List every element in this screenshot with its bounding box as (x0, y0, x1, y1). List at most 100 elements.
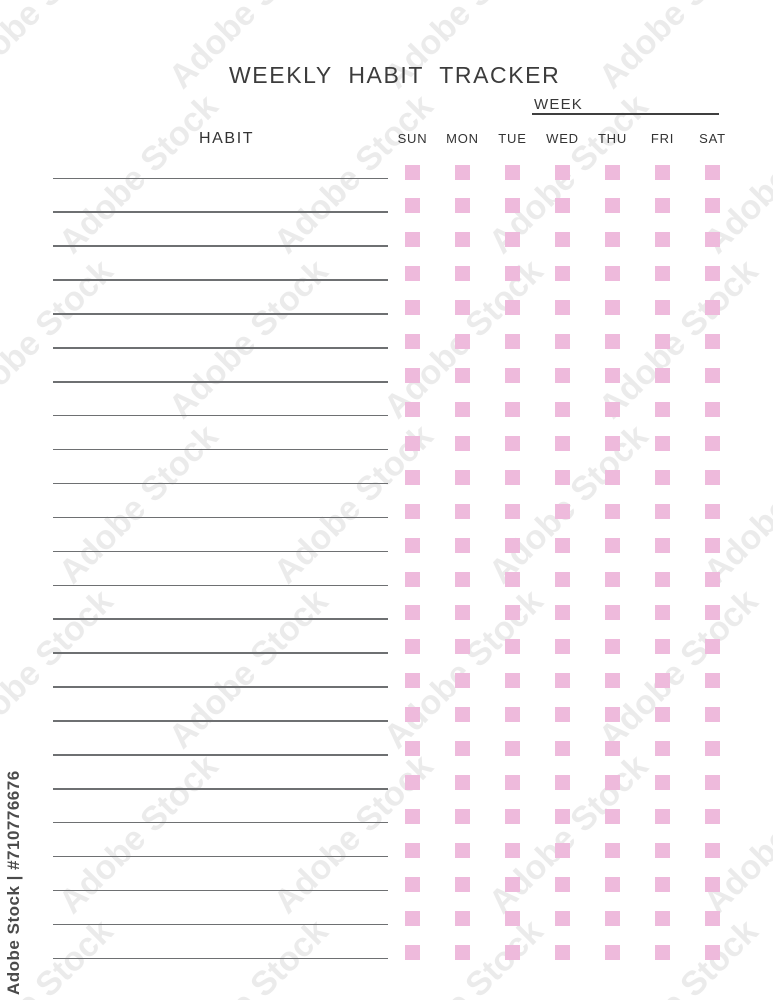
day-header-thu: THU (597, 131, 628, 146)
checkbox-cell (655, 164, 670, 180)
checkbox-cell (605, 368, 620, 384)
checkbox-cell (655, 673, 670, 689)
habit-line (53, 448, 388, 451)
checkbox-cell (455, 300, 470, 316)
checkbox-cell (505, 266, 520, 282)
checkbox-cell (555, 707, 570, 723)
checkbox-cell (705, 401, 720, 417)
checkbox-cell (455, 401, 470, 417)
habit-line (53, 279, 388, 281)
checkbox-cell (405, 469, 420, 485)
checkbox-cell (605, 232, 620, 248)
checkbox-cell (555, 842, 570, 858)
checkbox-cell (405, 842, 420, 858)
checkbox-cell (455, 808, 470, 824)
diagonal-watermark: Adobe Stock (51, 747, 226, 922)
checkbox-cell (505, 842, 520, 858)
checkbox-cell (655, 368, 670, 384)
checkbox-cell (705, 741, 720, 757)
diagonal-watermark: Adobe Stock (51, 417, 226, 592)
checkbox-cell (705, 503, 720, 519)
day-header-tue: TUE (498, 131, 527, 146)
checkbox-cell (405, 605, 420, 621)
checkbox-cell (655, 842, 670, 858)
checkbox-cell (655, 639, 670, 655)
checkbox-cell (505, 775, 520, 791)
checkbox-cell (605, 605, 620, 621)
checkbox-cell (505, 164, 520, 180)
checkbox-cell (655, 605, 670, 621)
habit-line (53, 686, 388, 688)
checkbox-cell (605, 164, 620, 180)
checkbox-cell (555, 639, 570, 655)
habit-line (53, 245, 388, 247)
checkbox-cell (455, 910, 470, 926)
checkbox-cell (705, 775, 720, 791)
checkbox-cell (405, 673, 420, 689)
checkbox-cell (555, 605, 570, 621)
checkbox-cell (455, 198, 470, 214)
checkbox-cell (555, 571, 570, 587)
checkbox-cell (655, 944, 670, 960)
habit-line (53, 414, 388, 417)
checkbox-cell (405, 944, 420, 960)
checkbox-cell (605, 842, 620, 858)
checkbox-cell (655, 910, 670, 926)
checkbox-cell (655, 401, 670, 417)
checkbox-cell (455, 469, 470, 485)
habit-line (53, 923, 388, 926)
diagonal-watermark: Adobe Stock (161, 912, 336, 1000)
checkbox-cell (705, 164, 720, 180)
checkbox-cell (605, 673, 620, 689)
checkbox-cell (505, 334, 520, 350)
checkbox-cell (455, 639, 470, 655)
habit-line (53, 821, 388, 824)
checkbox-cell (455, 571, 470, 587)
checkbox-cell (405, 300, 420, 316)
checkbox-cell (555, 164, 570, 180)
checkbox-cell (405, 198, 420, 214)
diagonal-watermark: Adobe Stock (0, 0, 120, 97)
checkbox-cell (505, 469, 520, 485)
checkbox-cell (455, 537, 470, 553)
checkbox-cell (705, 198, 720, 214)
checkbox-cell (555, 435, 570, 451)
checkbox-cell (405, 232, 420, 248)
checkbox-cell (705, 910, 720, 926)
diagonal-watermark: Adobe Stock (266, 747, 441, 922)
checkbox-cell (405, 775, 420, 791)
checkbox-cell (705, 842, 720, 858)
checkbox-cell (405, 537, 420, 553)
habit-line (53, 618, 388, 620)
habit-line (53, 788, 388, 790)
habit-line (53, 550, 388, 553)
checkbox-cell (505, 910, 520, 926)
diagonal-watermark: Adobe Stock (161, 582, 336, 757)
habit-line (53, 652, 388, 654)
checkbox-cell (705, 876, 720, 892)
checkbox-cell (455, 876, 470, 892)
checkbox-cell (405, 571, 420, 587)
checkbox-cell (605, 537, 620, 553)
checkbox-cell (655, 198, 670, 214)
checkbox-cell (605, 300, 620, 316)
checkbox-cell (555, 469, 570, 485)
habit-line (53, 754, 388, 756)
checkbox-cell (455, 741, 470, 757)
checkbox-cell (505, 639, 520, 655)
checkbox-cell (655, 503, 670, 519)
diagonal-watermark: Adobe Stock (591, 0, 766, 97)
checkbox-cell (605, 741, 620, 757)
checkbox-cell (505, 944, 520, 960)
checkbox-cell (705, 639, 720, 655)
diagonal-watermark: Adobe Stock (0, 582, 121, 757)
checkbox-cell (705, 707, 720, 723)
checkbox-cell (655, 876, 670, 892)
checkbox-cell (455, 673, 470, 689)
checkbox-cell (505, 605, 520, 621)
checkbox-cell (455, 842, 470, 858)
checkbox-cell (655, 741, 670, 757)
checkbox-cell (455, 503, 470, 519)
checkbox-cell (705, 808, 720, 824)
